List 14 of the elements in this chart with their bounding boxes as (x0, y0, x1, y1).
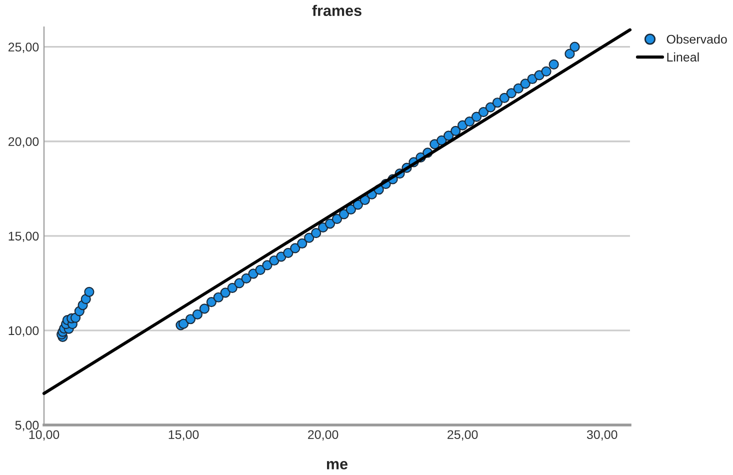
x-axis-title: me (326, 461, 348, 470)
legend-label: Observado (666, 34, 727, 44)
legend-label: Lineal (667, 52, 699, 62)
y-tick-label: 15,00 (8, 232, 39, 242)
x-tick-label: 15,00 (168, 430, 199, 441)
y-tick-label: 25,00 (8, 42, 39, 53)
y-tick-label: 5,00 (15, 420, 39, 432)
chart-title: frames (312, 4, 362, 16)
x-tick-label: 30,00 (586, 430, 618, 441)
y-tick-label: 20,00 (8, 137, 39, 148)
y-tick-label: 10,00 (8, 326, 39, 337)
x-tick-label: 25,00 (448, 430, 478, 441)
x-tick-label: 20,00 (308, 430, 338, 441)
x-tick-label: 10,00 (29, 430, 60, 441)
